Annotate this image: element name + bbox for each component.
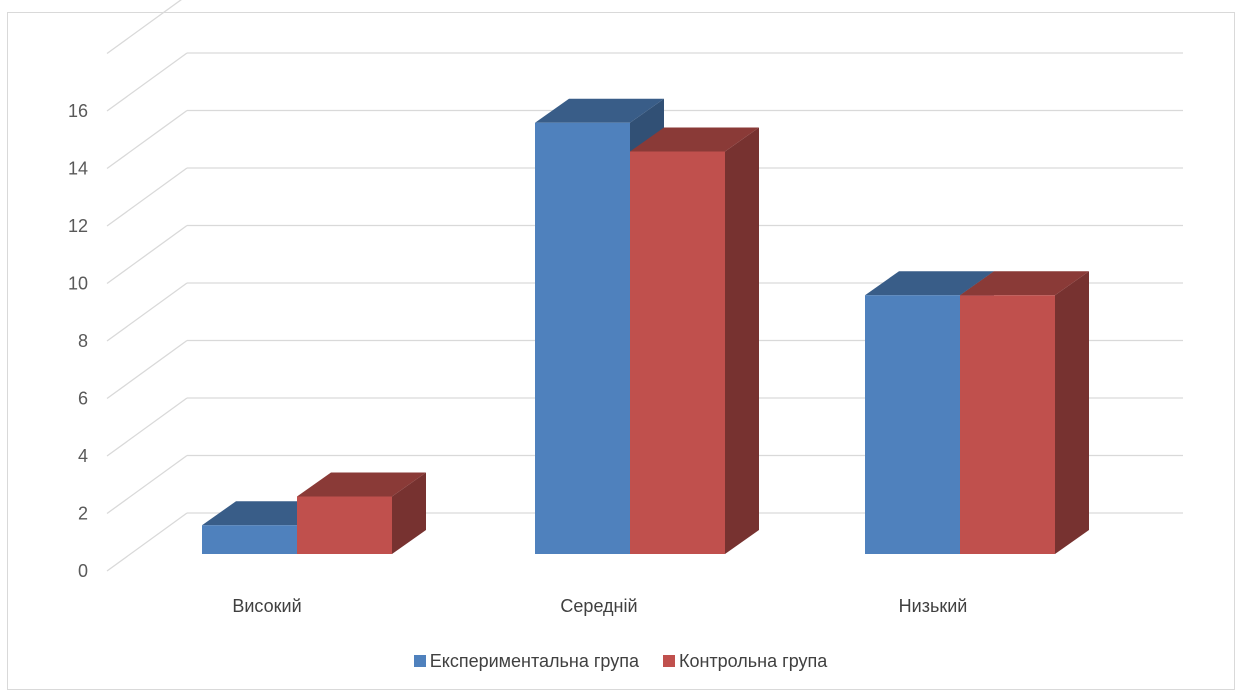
legend-swatch-experimental (413, 655, 426, 667)
legend-label-control: Контрольна група (678, 650, 828, 671)
bar-top-face (535, 98, 664, 123)
y-tick-label: 6 (78, 389, 88, 409)
y-tick-label: 0 (78, 561, 88, 581)
bar-front-face (202, 525, 297, 554)
bar-control-0 (297, 472, 426, 554)
bar-front-face (297, 496, 392, 554)
y-axis-ticks: 0 2 4 6 8 10 12 14 16 (68, 101, 88, 581)
x-category-label: Низький (899, 596, 968, 616)
gridline-diagonal (106, 0, 182, 55)
bar-top-face (960, 271, 1089, 296)
bars (202, 98, 1089, 554)
gridline-diagonal (106, 109, 188, 170)
bar-front-face (865, 295, 960, 554)
y-tick-label: 10 (68, 274, 88, 294)
bar-control-1 (630, 127, 759, 554)
bar-front-face (960, 295, 1055, 554)
x-axis-categories: Високий Середній Низький (232, 596, 967, 616)
bar-front-face (535, 122, 630, 554)
y-tick-label: 2 (78, 504, 88, 524)
gridline-diagonal (106, 397, 188, 457)
gridline-diagonal (106, 282, 188, 342)
bar-side-face (725, 127, 759, 554)
bar-top-face (865, 271, 994, 296)
gridline-diagonal (106, 167, 188, 227)
legend-swatch-control (662, 655, 675, 667)
bar-top-face (297, 472, 426, 497)
bar-side-face (392, 472, 426, 554)
gridline-diagonal (106, 52, 188, 112)
gridline-diagonal (106, 224, 188, 285)
bar-side-face (1055, 271, 1089, 554)
bar-front-face (630, 151, 725, 554)
y-tick-label: 16 (68, 101, 88, 121)
legend-item-experimental: Експериментальна група (413, 650, 639, 672)
legend-label-experimental: Експериментальна група (429, 650, 639, 671)
y-tick-label: 8 (78, 331, 88, 351)
gridline-diagonal (106, 512, 188, 572)
y-tick-label: 4 (78, 446, 88, 466)
gridline-diagonal (106, 339, 188, 400)
y-tick-label: 12 (68, 216, 88, 236)
legend-item-control: Контрольна група (662, 650, 828, 672)
bar-top-face (630, 127, 759, 152)
bar-control-2 (960, 271, 1089, 554)
x-category-label: Високий (232, 596, 301, 616)
x-category-label: Середній (560, 596, 637, 616)
gridline-diagonal (106, 454, 188, 515)
legend: Експериментальна група Контрольна група (0, 650, 1241, 672)
y-tick-label: 14 (68, 159, 88, 179)
